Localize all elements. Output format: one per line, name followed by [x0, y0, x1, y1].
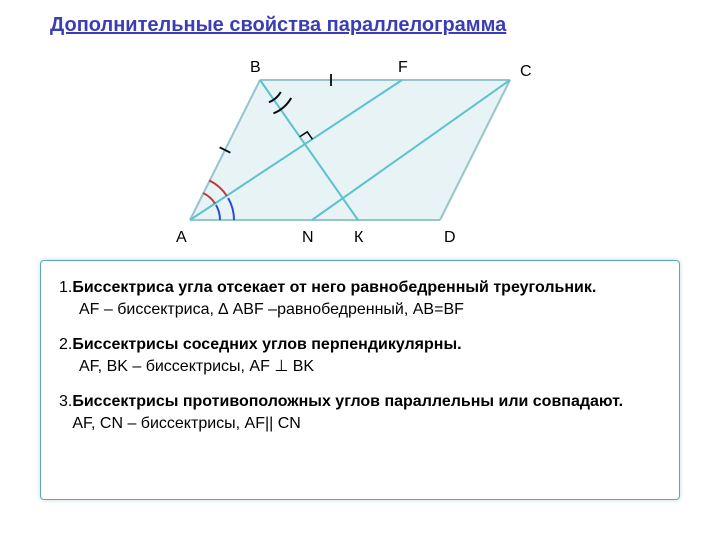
- properties-box: 1.Биссектриса угла отсекает от него равн…: [40, 260, 680, 500]
- parallelogram-diagram: A B C D F К N: [150, 50, 550, 250]
- diagram-svg: A B C D F К N: [150, 50, 550, 250]
- prop-bold: Биссектрисы соседних углов перпендикуляр…: [72, 336, 461, 353]
- vertex-label-N: N: [302, 229, 314, 246]
- prop-num: 1.: [59, 279, 72, 296]
- vertex-label-D: D: [444, 229, 456, 246]
- vertex-label-K: К: [354, 229, 364, 246]
- prop-bold: Биссектрисы противоположных углов паралл…: [72, 393, 623, 410]
- vertex-label-C: C: [520, 63, 532, 80]
- property-3: 3.Биссектрисы противоположных углов пара…: [59, 391, 661, 434]
- vertex-label-A: A: [176, 229, 187, 246]
- vertex-label-F: F: [398, 59, 408, 76]
- page-root: Дополнительные свойства параллелограмма …: [0, 0, 720, 540]
- property-2: 2.Биссектрисы соседних углов перпендикул…: [59, 334, 661, 377]
- prop-num: 3.: [59, 393, 72, 410]
- prop-sub: AF – биссектриса, ∆ ABF –равнобедренный,…: [59, 299, 661, 321]
- vertex-label-B: B: [250, 59, 261, 76]
- property-1: 1.Биссектриса угла отсекает от него равн…: [59, 277, 661, 320]
- prop-sub: AF, BK – биссектрисы, AF ⊥ BK: [59, 356, 661, 378]
- prop-bold: Биссектриса угла отсекает от него равноб…: [72, 279, 596, 296]
- prop-num: 2.: [59, 336, 72, 353]
- page-title: Дополнительные свойства параллелограмма: [50, 14, 506, 37]
- prop-inline: AF, CN – биссектрисы, AF|| CN: [72, 415, 301, 432]
